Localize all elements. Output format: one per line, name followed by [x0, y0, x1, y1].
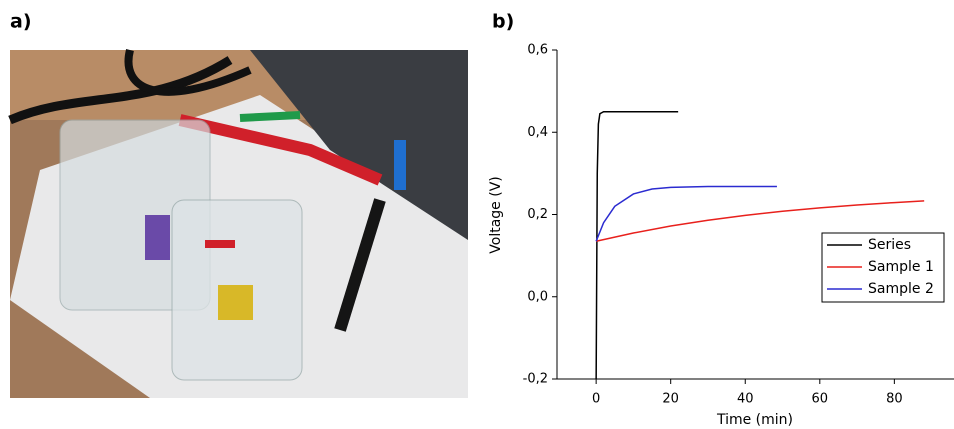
x-tick-label: 60	[812, 392, 829, 407]
y-tick-label: -0,2	[523, 372, 548, 387]
photo	[8, 49, 468, 398]
y-tick-label: 0,2	[527, 207, 548, 222]
line	[595, 200, 925, 242]
x-tick-label: 40	[737, 392, 754, 407]
y-tick-label: 0,6	[527, 43, 548, 58]
x-tick-label: 0	[592, 392, 600, 407]
x-axis-label: Time (min)	[716, 412, 793, 428]
y-tick-label: 0,4	[527, 125, 548, 140]
panel-label: b)	[492, 11, 514, 33]
legend-label: Sample 2	[868, 281, 934, 297]
panel-label: a)	[10, 11, 32, 33]
legend-label: Sample 1	[868, 259, 934, 275]
y-tick-label: 0,0	[527, 289, 548, 304]
line	[595, 185, 777, 242]
x-tick-label: 80	[886, 392, 903, 407]
x-tick-label: 20	[662, 392, 679, 407]
legend-label: Series	[868, 237, 911, 253]
y-axis-label: Voltage (V)	[488, 176, 504, 253]
line	[595, 110, 679, 380]
